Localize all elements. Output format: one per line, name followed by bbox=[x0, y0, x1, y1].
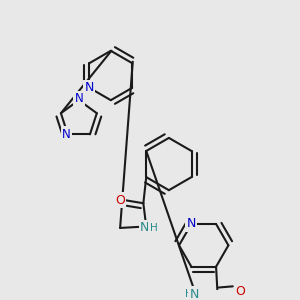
Text: N: N bbox=[62, 128, 71, 141]
Text: O: O bbox=[115, 194, 125, 207]
Text: H: H bbox=[150, 223, 158, 233]
Text: O: O bbox=[235, 285, 245, 298]
Text: N: N bbox=[74, 92, 83, 105]
Text: N: N bbox=[190, 288, 199, 300]
Text: H: H bbox=[185, 289, 193, 299]
Text: N: N bbox=[187, 218, 196, 230]
Text: N: N bbox=[85, 81, 94, 94]
Text: N: N bbox=[140, 221, 149, 234]
